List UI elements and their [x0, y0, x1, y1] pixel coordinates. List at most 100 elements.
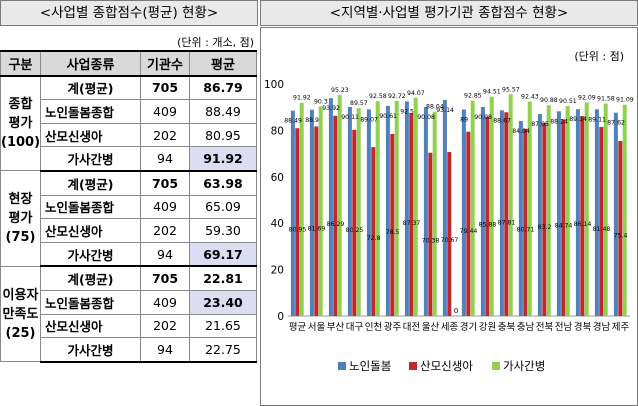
data-label: 70.67: [441, 237, 459, 244]
group-label-line: (25): [5, 325, 36, 341]
count-cell: 409: [140, 194, 190, 220]
data-label: 95.57: [502, 86, 520, 93]
type-cell: 산모신생아: [40, 313, 141, 339]
x-tick-label: 제주: [612, 322, 630, 333]
y-tick-label: 20: [271, 265, 284, 277]
header-average: 평균: [189, 50, 257, 77]
table-row: 노인돌봄종합 409 88.49: [1, 99, 257, 124]
x-tick-label: 광주: [384, 321, 402, 333]
count-cell: 409: [140, 99, 190, 124]
data-label: 93.92: [322, 105, 340, 112]
bar: [409, 113, 414, 316]
type-cell: 노인돌봄종합: [40, 99, 141, 124]
data-label: 88.9: [305, 117, 319, 124]
x-tick-label: 경기: [460, 321, 477, 333]
x-tick-label: 대구: [346, 322, 364, 333]
data-label: 90.51: [559, 98, 577, 105]
bar: [290, 110, 295, 316]
data-label: 79.44: [460, 228, 478, 235]
data-label: 94.51: [483, 89, 501, 96]
legend-label: 산모신생아: [420, 359, 473, 373]
table-header-row: 구분 사업종류 기관수 평균: [0, 50, 257, 77]
count-cell: 705: [140, 265, 190, 291]
data-label: 80.25: [346, 227, 364, 234]
count-cell: 202: [140, 122, 190, 148]
data-label: 84.74: [555, 223, 573, 230]
data-label: 87.62: [607, 120, 625, 127]
average-cell: 59.30: [189, 218, 257, 243]
bar: [537, 114, 542, 316]
x-tick-label: 울산: [422, 322, 440, 333]
data-label: 88.04: [426, 104, 444, 111]
bar: [584, 102, 589, 316]
average-cell: 80.95: [189, 122, 257, 148]
group-label: 종합 평가 (100): [0, 75, 41, 172]
data-label: 88.67: [493, 117, 511, 124]
data-label: 92.72: [388, 93, 406, 100]
bar: [565, 106, 570, 316]
data-label: 92.5: [400, 108, 414, 115]
data-label: 80.71: [517, 227, 535, 234]
bar: [466, 131, 471, 316]
bar: [618, 141, 623, 316]
data-label: 93.14: [436, 107, 454, 114]
bar: [295, 128, 300, 316]
bar: [423, 107, 428, 316]
data-label: 89.14: [569, 116, 587, 123]
data-label: 85.88: [479, 221, 497, 228]
table-row: 노인돌봄종합 409 65.09: [1, 194, 257, 220]
x-tick-label: 전남: [555, 322, 573, 333]
x-tick-label: 서울: [308, 322, 326, 333]
bar: [461, 109, 466, 317]
bar: [371, 147, 376, 316]
average-cell: 86.79: [189, 75, 257, 101]
count-cell: 94: [140, 337, 190, 363]
table-row: 산모신생아 202 80.95: [1, 122, 257, 148]
x-tick-label: 경남: [593, 321, 611, 333]
average-cell: 21.65: [189, 313, 257, 339]
count-cell: 202: [140, 313, 190, 339]
group-label: 현장 평가 (75): [0, 170, 41, 267]
y-tick-label: 100: [264, 79, 284, 91]
group-label-line: 종합: [8, 97, 33, 113]
left-panel-title: <사업별 종합점수(평균) 현황>: [0, 0, 258, 26]
average-cell: 69.17: [189, 241, 257, 268]
data-label: 90.3: [314, 99, 328, 106]
table-row: 산모신생아 202 21.65: [1, 313, 257, 339]
bar: [518, 121, 523, 317]
header-type: 사업종류: [40, 50, 141, 77]
data-label: 90.88: [540, 97, 558, 104]
data-label: 90.08: [417, 114, 435, 121]
x-tick-label: 경북: [574, 321, 592, 333]
count-cell: 94: [140, 146, 190, 172]
table-row: 현장 평가 (75) 계(평균) 705 63.98: [0, 170, 257, 267]
zero-data-label: 0: [454, 307, 458, 315]
count-cell: 705: [140, 170, 190, 196]
data-label: 86.29: [327, 221, 345, 228]
bar: [366, 109, 371, 316]
x-tick-label: 인천: [365, 322, 382, 333]
average-cell: 63.98: [189, 170, 257, 196]
left-panel: <사업별 종합점수(평균) 현황> (단위 : 개소, 점) 구분 사업종류 기…: [0, 0, 258, 406]
bar: [333, 115, 338, 317]
bar: [470, 100, 475, 316]
bar: [442, 99, 447, 317]
average-cell: 65.09: [189, 194, 257, 220]
data-label: 89.11: [588, 116, 606, 123]
count-cell: 94: [140, 241, 190, 268]
table-row: 가사간병 94 22.75: [1, 337, 257, 363]
group-label-line: 평가: [8, 211, 33, 227]
bar: [328, 98, 333, 317]
data-label: 75.4: [614, 232, 628, 239]
data-label: 84.04: [512, 128, 530, 135]
type-cell: 산모신생아: [40, 218, 141, 243]
bar: [580, 116, 585, 316]
bar: [390, 133, 395, 316]
bar: [299, 102, 304, 316]
data-label: 91.58: [597, 96, 615, 103]
data-label: 92.43: [521, 94, 539, 101]
x-tick-label: 부산: [327, 322, 345, 333]
bar: [613, 112, 618, 316]
x-tick-label: 전북: [536, 322, 554, 333]
average-cell: 88.49: [189, 99, 257, 124]
